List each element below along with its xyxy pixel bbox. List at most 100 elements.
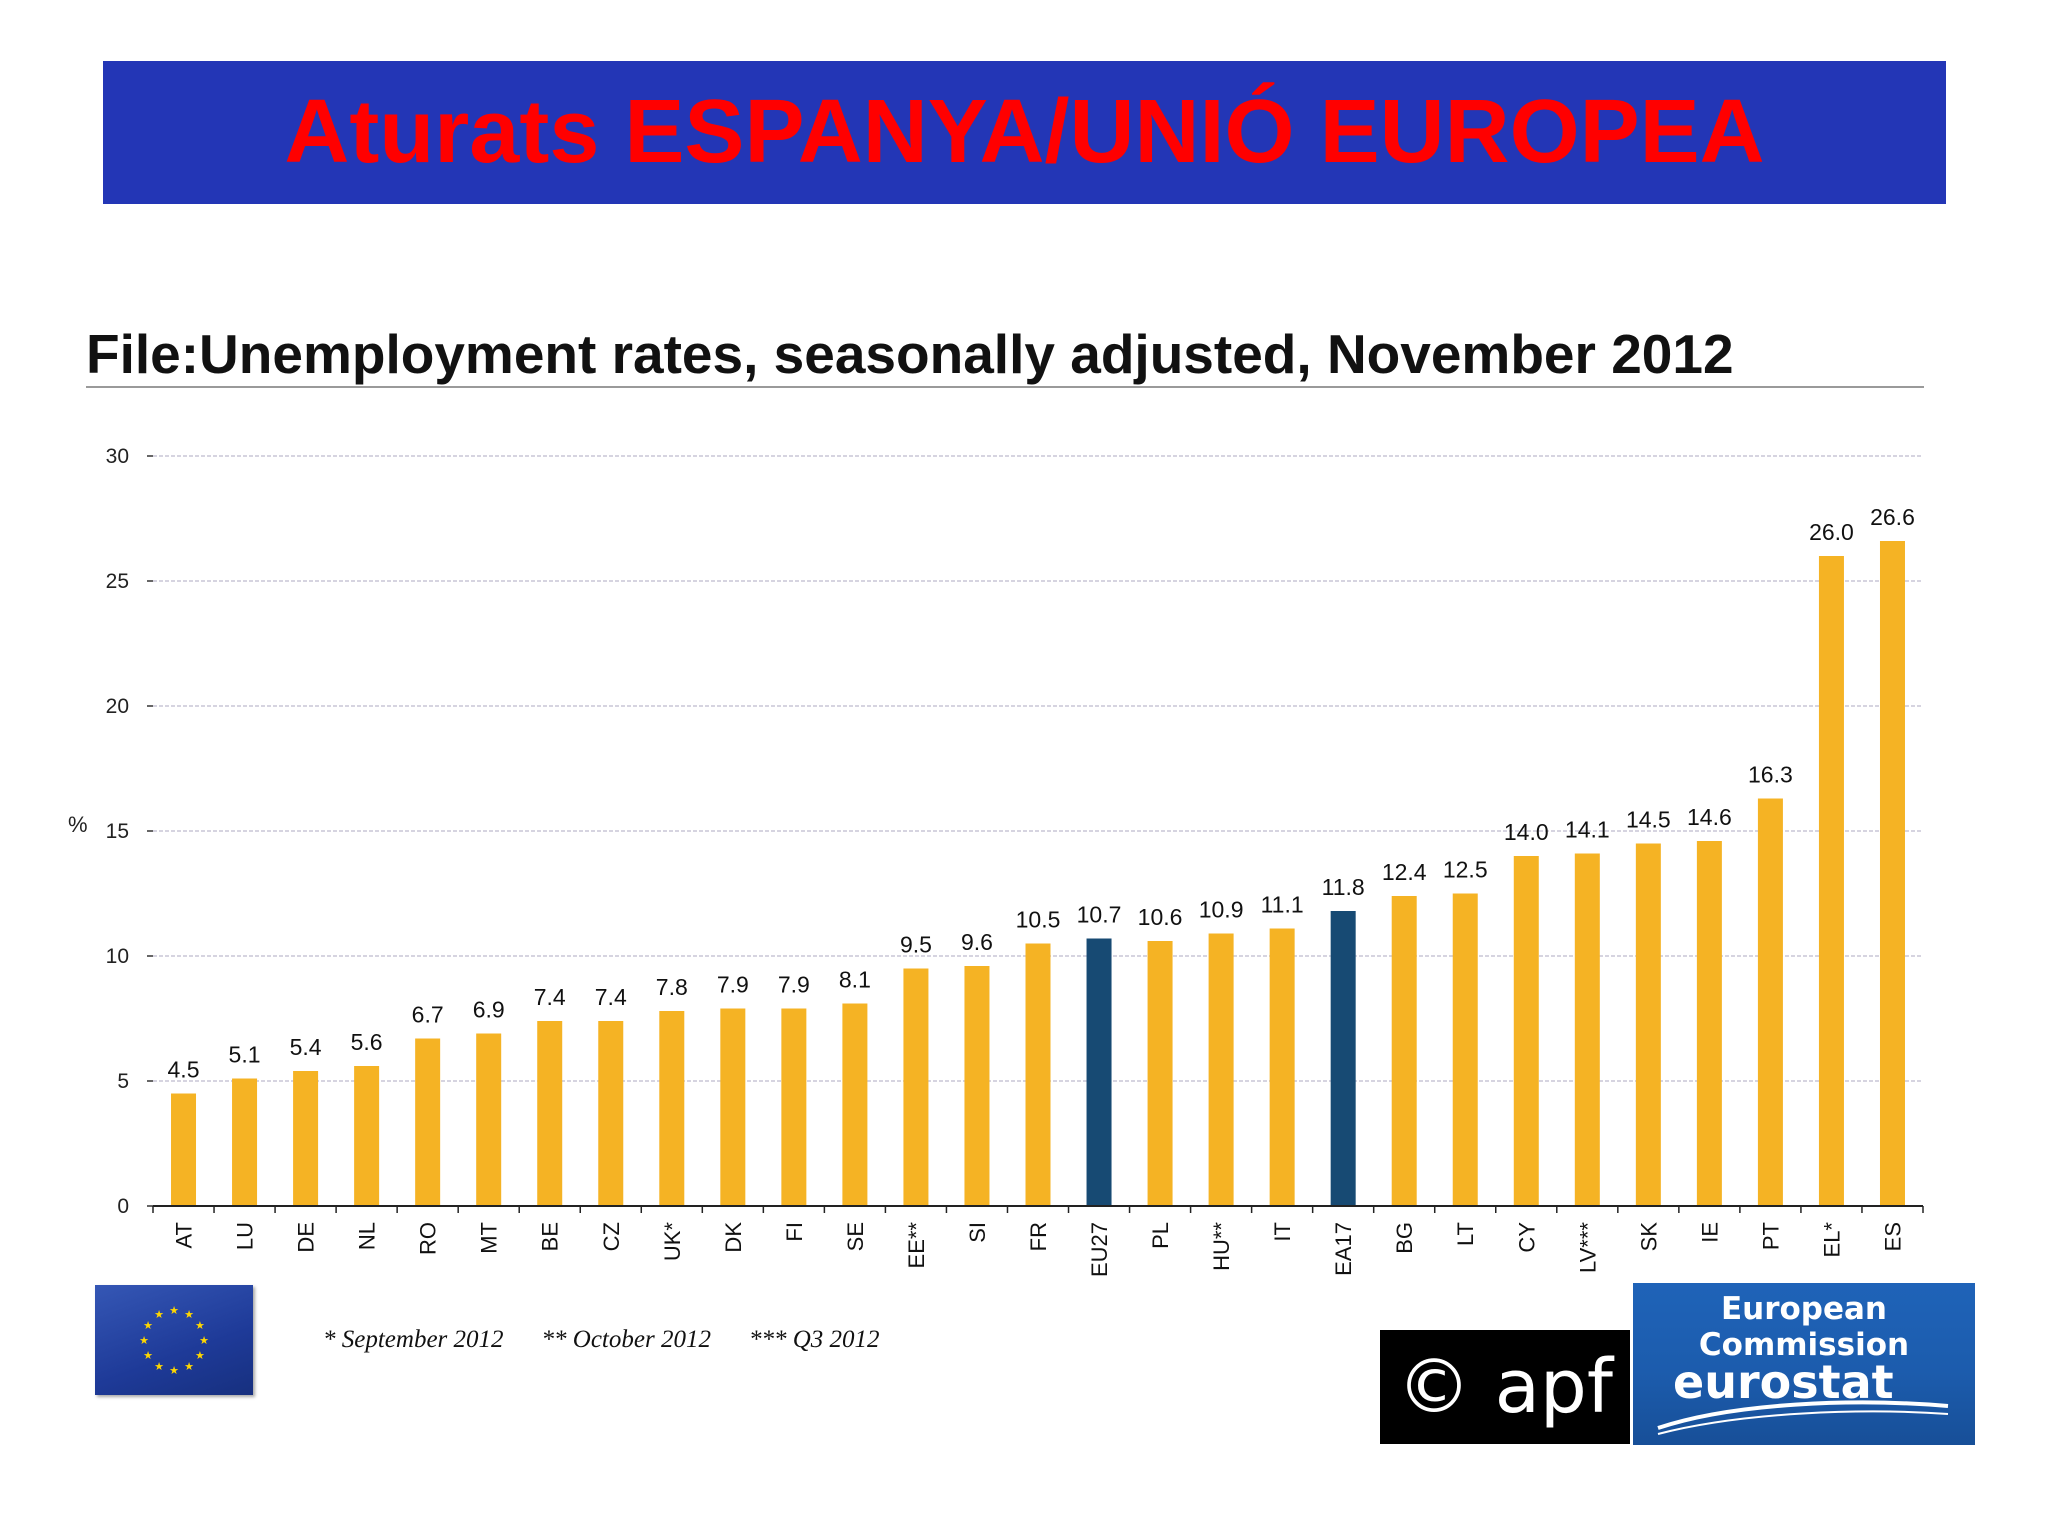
x-tick-label: MT — [477, 1222, 502, 1254]
y-tick-label: 5 — [117, 1070, 129, 1093]
bar-value-label: 7.8 — [656, 974, 688, 1000]
eurostat-text: eurostat — [1673, 1355, 1894, 1409]
y-tick-label: 15 — [106, 820, 129, 843]
swoosh-icon — [1657, 1400, 1949, 1435]
star-icon: ★ — [169, 1304, 179, 1317]
x-tick-label: IE — [1697, 1222, 1722, 1243]
x-tick-label: FR — [1026, 1222, 1051, 1251]
bar-ie — [1696, 841, 1722, 1206]
bar-si — [964, 966, 990, 1206]
x-tick-label: PL — [1148, 1222, 1173, 1249]
chart-title: File:Unemployment rates, seasonally adju… — [86, 323, 1734, 385]
eu-stars-icon: ★ ★★★★★★★★★★★ — [139, 1304, 209, 1377]
bar-lu — [232, 1078, 258, 1206]
y-tick-label: 0 — [117, 1195, 129, 1218]
bar-value-label: 26.6 — [1870, 504, 1915, 530]
x-tick-label: CY — [1514, 1222, 1539, 1253]
bar-cy — [1513, 856, 1539, 1206]
bar-es — [1879, 541, 1905, 1206]
x-tick-label: EE** — [904, 1222, 929, 1269]
x-tick-label: LT — [1453, 1222, 1478, 1246]
footnotes: * September 2012 ** October 2012 *** Q3 … — [323, 1326, 880, 1354]
star-icon: ★ — [195, 1319, 205, 1332]
apf-logo-text: © apf — [1397, 1344, 1613, 1430]
bar-value-label: 12.5 — [1443, 857, 1488, 883]
bar-value-label: 10.9 — [1199, 897, 1244, 923]
bar-dk — [720, 1008, 746, 1206]
bar-value-label: 26.0 — [1809, 519, 1854, 545]
bar-value-label: 14.5 — [1626, 807, 1671, 833]
bar-value-label: 7.4 — [534, 984, 566, 1010]
bar-value-label: 10.5 — [1016, 907, 1061, 933]
bar-value-label: 16.3 — [1748, 762, 1793, 788]
x-tick-label: RO — [416, 1222, 441, 1255]
bar-eu27 — [1086, 938, 1112, 1206]
x-tick-label: CZ — [599, 1222, 624, 1251]
bar-value-label: 11.8 — [1322, 874, 1365, 900]
bar-value-label: 5.1 — [229, 1042, 261, 1068]
bars: 4.5 5.1 5.4 5.6 6.7 6.9 7.4 7.4 7.8 7.9 7.9 8.1 9.5 9… — [168, 504, 1915, 1206]
eu-flag-logo: ★ ★ ★ ★ ★ ★ ★ ★ ★ ★ ★ ★ — [95, 1285, 253, 1395]
bar-value-label: 7.9 — [717, 972, 749, 998]
bar-mt — [476, 1033, 502, 1206]
bar-cz — [598, 1021, 624, 1206]
y-tick-label: 25 — [106, 570, 129, 593]
page-title: Aturats ESPANYA/UNIÓ EUROPEA — [284, 82, 1765, 182]
bar-value-label: 8.1 — [839, 967, 871, 993]
bar-value-label: 9.5 — [900, 932, 932, 958]
y-tick-label: 30 — [106, 445, 129, 468]
bar-sk — [1635, 843, 1661, 1206]
bar-value-label: 6.7 — [412, 1002, 444, 1028]
bar-it — [1269, 928, 1295, 1206]
eurostat-logo: European Commission eurostat — [1633, 1283, 1975, 1445]
footnote-1: * September 2012 — [323, 1326, 504, 1353]
x-tick-label: BE — [538, 1222, 563, 1251]
x-tick-label: IT — [1270, 1222, 1295, 1242]
bar-pt — [1757, 798, 1783, 1206]
x-tick-label: DK — [721, 1222, 746, 1253]
bar-be — [537, 1021, 563, 1206]
x-tick-label: PT — [1758, 1222, 1783, 1250]
apf-logo: © apf — [1380, 1330, 1630, 1444]
x-tick-label: EU27 — [1087, 1222, 1112, 1277]
bar-fr — [1025, 943, 1051, 1206]
x-tick-label: LV*** — [1575, 1222, 1600, 1273]
bar-value-label: 7.9 — [778, 972, 810, 998]
bar-value-label: 4.5 — [168, 1057, 200, 1083]
bar-value-label: 12.4 — [1382, 859, 1427, 885]
bar-value-label: 10.7 — [1077, 902, 1122, 928]
x-tick-label: EL* — [1819, 1222, 1844, 1258]
x-tick-label: HU** — [1209, 1222, 1234, 1271]
star-icon: ★ — [169, 1364, 179, 1377]
y-tick-label: 20 — [106, 695, 129, 718]
star-icon: ★ — [184, 1360, 194, 1373]
bar-hu — [1208, 933, 1234, 1206]
x-tick-label: UK* — [660, 1222, 685, 1262]
bar-value-label: 14.6 — [1687, 804, 1732, 830]
bar-value-label: 5.4 — [290, 1034, 322, 1060]
y-axis-label: % — [68, 812, 88, 837]
bar-uk — [659, 1011, 685, 1206]
bar-nl — [354, 1066, 380, 1206]
bar-ro — [415, 1038, 441, 1206]
european-commission-text: European Commission — [1698, 1291, 1910, 1363]
x-tick-label: EA17 — [1331, 1222, 1356, 1276]
star-icon: ★ — [199, 1334, 209, 1347]
x-tick-label: BG — [1392, 1222, 1417, 1254]
x-tick-label: SE — [843, 1222, 868, 1251]
x-tick-label: SI — [965, 1222, 990, 1243]
footnote-2: ** October 2012 — [541, 1326, 711, 1353]
bar-value-label: 5.6 — [351, 1029, 383, 1055]
x-tick-label: NL — [355, 1222, 380, 1250]
bar-value-label: 14.1 — [1565, 817, 1610, 843]
axes: 0 5 10 15 20 25 30 AT LU DE NL RO MT BE CZ UK* DK FI SE EE*… — [106, 445, 1924, 1277]
x-tick-label: SK — [1636, 1222, 1661, 1252]
x-tick-label: AT — [172, 1222, 197, 1248]
star-icon: ★ — [143, 1349, 153, 1362]
bar-pl — [1147, 941, 1173, 1206]
bar-bg — [1391, 896, 1417, 1206]
bar-lv — [1574, 853, 1600, 1206]
bar-value-label: 7.4 — [595, 984, 627, 1010]
x-tick-label: ES — [1880, 1222, 1905, 1251]
